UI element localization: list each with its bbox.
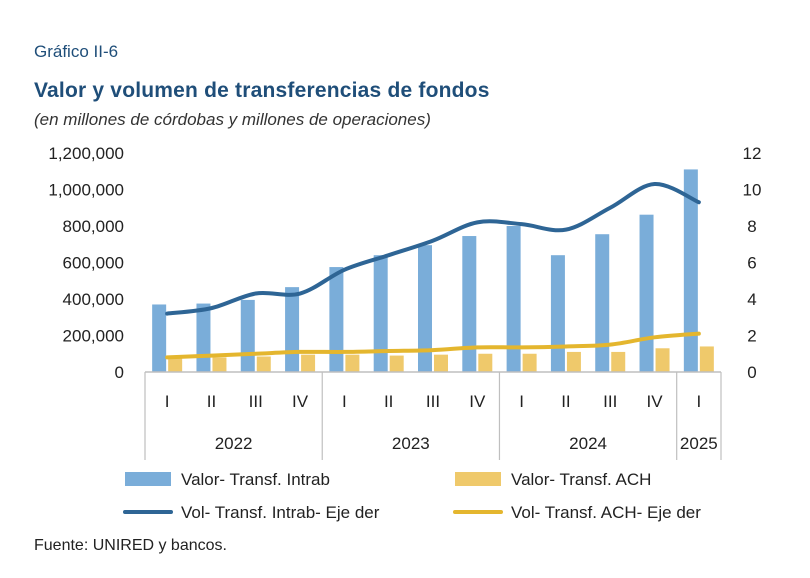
- x-tick-label: III: [603, 392, 617, 411]
- bar-intrab: [462, 236, 477, 372]
- left-tick-label: 800,000: [63, 217, 124, 236]
- legend-label: Valor- Transf. ACH: [511, 470, 651, 489]
- bar-ach: [212, 357, 227, 372]
- bar-intrab: [418, 245, 432, 372]
- x-group-label: 2023: [392, 434, 430, 453]
- bar-ach: [478, 353, 493, 372]
- bar-intrab: [285, 287, 300, 372]
- x-group-label: 2025: [680, 434, 718, 453]
- x-group-label: 2024: [569, 434, 607, 453]
- left-tick-label: 200,000: [63, 327, 124, 346]
- bar-ach: [389, 355, 404, 372]
- legend-label: Vol- Transf. Intrab- Eje der: [181, 503, 380, 522]
- bar-intrab: [639, 214, 654, 372]
- x-tick-label: III: [249, 392, 263, 411]
- left-tick-label: 0: [115, 363, 124, 382]
- bar-ach: [699, 346, 714, 372]
- bar-ach: [611, 351, 626, 372]
- right-axis-ticks: 0 2 4 6 8 10 12: [743, 144, 762, 382]
- legend-swatch: [125, 472, 171, 486]
- chart-title: Valor y volumen de transferencias de fon…: [34, 79, 490, 102]
- right-tick-label: 10: [743, 181, 762, 200]
- right-tick-label: 4: [747, 290, 756, 309]
- right-tick-label: 12: [743, 144, 762, 163]
- bar-ach: [566, 351, 581, 372]
- bar-intrab: [152, 304, 167, 372]
- x-tick-label: IV: [292, 392, 309, 411]
- right-tick-label: 2: [747, 327, 756, 346]
- x-tick-label: I: [342, 392, 347, 411]
- x-tick-label: I: [519, 392, 524, 411]
- right-tick-label: 6: [747, 254, 756, 273]
- x-tick-label: II: [207, 392, 216, 411]
- bar-ach: [168, 358, 183, 372]
- legend-swatch: [455, 472, 501, 486]
- legend-label: Vol- Transf. ACH- Eje der: [511, 503, 701, 522]
- x-tick-label: II: [384, 392, 393, 411]
- bar-intrab: [240, 299, 255, 372]
- line-vol-ach: [165, 331, 701, 360]
- left-tick-label: 1,200,000: [48, 144, 124, 163]
- x-tick-label: IV: [469, 392, 486, 411]
- bar-intrab: [595, 234, 610, 372]
- left-tick-label: 1,000,000: [48, 181, 124, 200]
- x-tick-label: I: [165, 392, 170, 411]
- source-note: Fuente: UNIRED y bancos.: [34, 537, 227, 554]
- legend: Valor- Transf. Intrab Valor- Transf. ACH V…: [123, 470, 701, 522]
- bar-ach: [301, 354, 316, 372]
- legend-label: Valor- Transf. Intrab: [181, 470, 330, 489]
- left-tick-label: 400,000: [63, 290, 124, 309]
- bar-ach: [434, 354, 448, 372]
- bar-intrab: [196, 303, 211, 372]
- x-tick-label: III: [426, 392, 440, 411]
- bar-intrab: [683, 169, 698, 372]
- x-tick-label: IV: [647, 392, 664, 411]
- x-group-label: 2022: [215, 434, 253, 453]
- bar-series: [152, 169, 714, 372]
- bar-intrab: [329, 267, 344, 372]
- right-tick-label: 0: [747, 363, 756, 382]
- x-tick-label: I: [696, 392, 701, 411]
- bar-intrab: [550, 255, 565, 372]
- bar-intrab: [373, 255, 388, 372]
- bar-intrab: [506, 226, 521, 372]
- bar-ach: [522, 353, 537, 372]
- left-tick-label: 600,000: [63, 254, 124, 273]
- bar-ach: [655, 348, 670, 372]
- right-tick-label: 8: [747, 217, 756, 236]
- bar-ach: [345, 354, 360, 372]
- bar-ach: [256, 356, 271, 372]
- chart-kicker: Gráfico II-6: [34, 42, 119, 61]
- line-series: [165, 182, 701, 360]
- chart-subtitle: (en millones de córdobas y millones de o…: [34, 110, 431, 129]
- x-tick-label: II: [561, 392, 570, 411]
- line-vol-intrab: [165, 182, 701, 316]
- left-axis-ticks: 0 200,000 400,000 600,000 800,000 1,000,000 1,…: [48, 144, 124, 382]
